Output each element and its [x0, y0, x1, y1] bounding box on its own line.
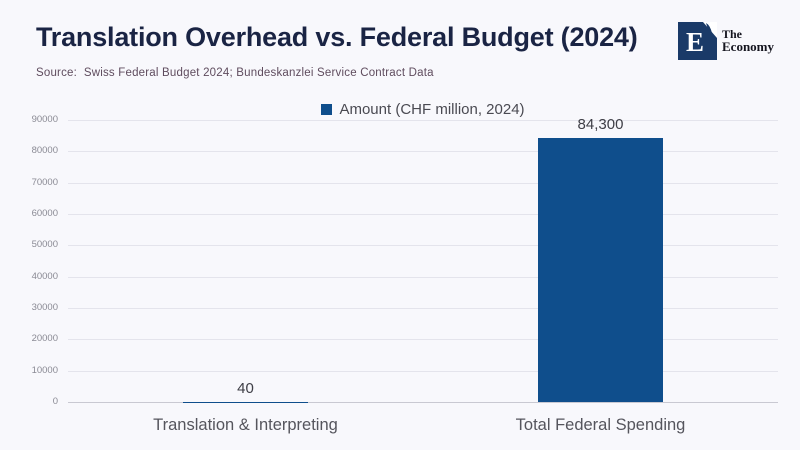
- chart-title: Translation Overhead vs. Federal Budget …: [36, 22, 638, 52]
- y-axis-tick-label: 60000: [31, 208, 58, 219]
- y-axis-tick-label: 70000: [31, 176, 58, 188]
- logo: E The Economy: [678, 22, 774, 60]
- gridline: [68, 308, 778, 309]
- y-axis-tick-label: 0: [52, 396, 58, 407]
- y-axis-tick-label: 10000: [31, 364, 58, 376]
- plot-area: 0 10000 20000 30000 40000 50000 60000 70000 8000…: [32, 114, 778, 434]
- y-axis-tick-label: 20000: [31, 333, 58, 345]
- y-axis-tick-label: 30000: [31, 302, 58, 313]
- bar-value-label: 40: [237, 379, 254, 397]
- y-axis-tick-label: 80000: [31, 145, 58, 157]
- legend-swatch-icon: [321, 104, 333, 115]
- legend: Amount (CHF million, 2024): [68, 101, 778, 118]
- gridline: [68, 276, 778, 278]
- logo-mark-icon: E: [678, 22, 717, 60]
- logo-wordmark-line1: The: [722, 27, 743, 41]
- gridline: [68, 120, 778, 121]
- bar-value-label: 84,300: [577, 115, 624, 133]
- x-axis-category-label: Translation & Interpreting: [153, 416, 338, 434]
- gridline: [68, 339, 778, 341]
- gridline: [68, 370, 778, 372]
- x-axis-category-label: Total Federal Spending: [515, 416, 686, 434]
- svg-text:E: E: [686, 27, 704, 57]
- x-axis-line: [68, 402, 778, 403]
- source-note: Source: Swiss Federal Budget 2024; Bunde…: [36, 67, 434, 79]
- logo-wordmark: The Economy: [722, 27, 774, 55]
- y-axis-tick-label: 50000: [31, 239, 58, 251]
- y-axis-tick-label: 40000: [31, 270, 58, 282]
- gridline: [68, 214, 778, 215]
- y-axis-tick-label: 90000: [31, 114, 58, 125]
- gridline: [68, 151, 778, 153]
- gridline: [68, 182, 778, 184]
- logo-wordmark-line2: Economy: [722, 39, 774, 55]
- gridline: [68, 245, 778, 247]
- bar: [538, 137, 663, 402]
- legend-label: Amount (CHF million, 2024): [339, 101, 525, 118]
